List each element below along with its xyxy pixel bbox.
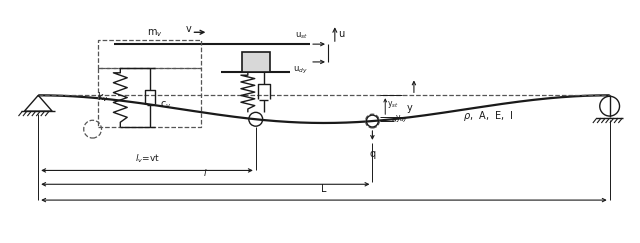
Text: k$_v$: k$_v$ (97, 91, 108, 104)
Text: q: q (369, 149, 376, 159)
Text: y$_{dy}$: y$_{dy}$ (395, 113, 408, 125)
Text: L: L (321, 184, 326, 194)
Text: $l$: $l$ (203, 167, 207, 178)
Text: u: u (338, 29, 344, 39)
Text: m$_v$: m$_v$ (147, 27, 163, 39)
Text: c$_v$: c$_v$ (160, 100, 172, 111)
Bar (242, 52, 269, 72)
Text: y$_{st}$: y$_{st}$ (387, 99, 399, 110)
Text: u$_{dy}$: u$_{dy}$ (294, 65, 308, 76)
Text: $\rho$,  A,  E,  I: $\rho$, A, E, I (463, 109, 513, 123)
Text: $l_v$=vt: $l_v$=vt (134, 152, 159, 165)
Text: u$_{st}$: u$_{st}$ (295, 31, 308, 41)
Text: y: y (407, 103, 413, 113)
Text: v: v (186, 24, 191, 34)
